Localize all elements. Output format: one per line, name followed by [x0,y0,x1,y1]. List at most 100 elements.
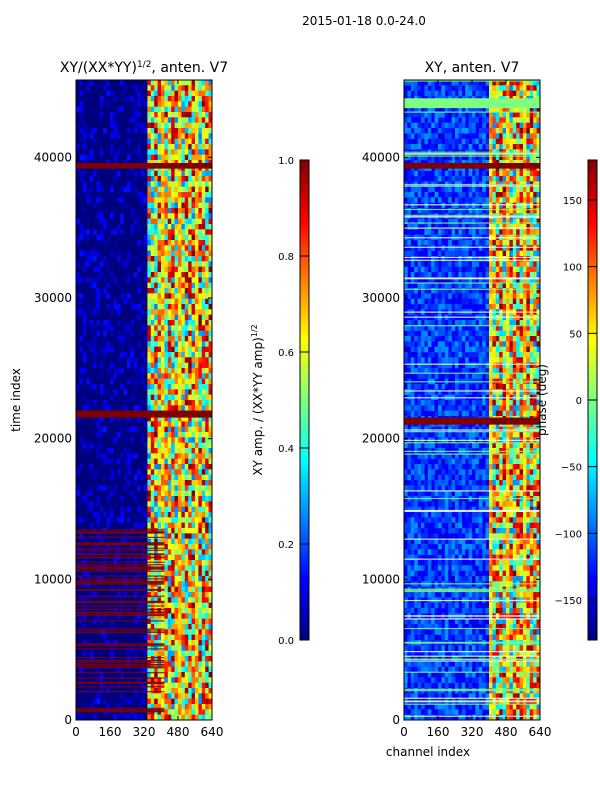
left-heatmap-cell [167,250,172,257]
left-heatmap-cell [110,698,114,705]
left-heatmap-cell [181,128,186,134]
right-heatmap-cell [489,208,493,214]
right-heatmap-cell [424,330,429,337]
left-heatmap-cell [167,480,172,486]
left-heatmap-cell [79,154,84,161]
left-heatmap-cell [99,672,104,678]
left-heatmap-cell [89,186,94,193]
left-heatmap-cell [191,666,196,673]
left-heatmap-cell [133,544,138,550]
right-heatmap-cell [492,346,497,353]
left-heatmap-cell [130,645,135,651]
left-heatmap-cell [161,442,165,449]
left-heatmap-cell [198,181,203,187]
left-heatmap-cell [157,176,162,182]
left-heatmap-streak [76,553,165,555]
right-heatmap-cell [461,261,466,267]
left-heatmap-streak [76,707,165,709]
right-heatmap-cell [438,186,442,193]
right-heatmap-cell [475,186,480,193]
right-heatmap-cell [502,224,507,230]
left-heatmap-cell [184,474,189,481]
left-heatmap-cell [164,240,169,246]
left-heatmap-cell [205,394,209,401]
left-heatmap-cell [184,554,189,561]
right-heatmap-cell [451,202,456,209]
left-heatmap-cell [198,261,203,267]
left-heatmap-cell [198,213,203,219]
left-heatmap-cell [154,186,158,193]
left-heatmap-cell [147,197,152,203]
right-heatmap-cell [458,341,463,347]
left-heatmap-cell [208,698,212,705]
right-heatmap-cell [489,282,493,289]
left-heatmap-cell [164,554,169,561]
left-heatmap-cell [191,154,196,161]
right-heatmap-cell [438,229,442,235]
right-heatmap-cell [431,90,435,97]
left-heatmap-cell [191,144,196,150]
left-heatmap-cell [161,341,165,347]
left-heatmap-cell [178,677,182,683]
right-heatmap-cell [417,272,422,278]
left-heatmap-cell [157,597,162,603]
right-heatmap-cell [461,112,466,118]
left-heatmap-cell [120,506,124,513]
right-heatmap-cell [519,85,524,91]
left-heatmap-cell [195,640,199,646]
right-heatmap-cell [431,202,435,209]
left-heatmap-cell [116,170,121,177]
left-heatmap-cell [208,282,212,289]
left-heatmap-cell [184,576,189,582]
left-heatmap-cell [96,234,101,241]
right-heatmap-cell [482,336,486,342]
left-heatmap-cell [157,570,162,577]
left-heatmap-streak [76,644,165,646]
right-heatmap-cell [533,160,537,166]
left-heatmap-cell [174,421,179,427]
left-heatmap-cell [171,464,175,470]
right-heatmap-cell [529,330,534,337]
left-heatmap-cell [164,442,169,449]
left-heatmap-cell [164,682,169,689]
left-heatmap-cell [76,714,80,720]
right-heatmap-cell [512,192,517,198]
right-heatmap-cell [492,229,497,235]
left-heatmap-cell [208,442,212,449]
left-heatmap-cell [181,272,186,278]
left-heatmap-cell [208,336,212,342]
left-heatmap-cell [127,186,131,193]
left-heatmap-cell [140,474,145,481]
right-heatmap-cell [438,138,442,145]
left-heatmap-cell [154,202,158,209]
right-heatmap-cell [434,266,439,273]
right-heatmap-cell [526,346,531,353]
left-heatmap-cell [178,160,182,166]
left-heatmap-cell [184,416,189,422]
right-heatmap-cell [512,160,517,166]
left-heatmap-cell [164,106,169,113]
left-heatmap-cell [154,533,158,539]
right-heatmap-cell [444,293,449,299]
right-heatmap-cell [427,112,432,118]
left-heatmap-cell [195,538,199,545]
left-heatmap-cell [154,640,158,646]
left-heatmap-cell [191,688,196,694]
right-heatmap-cell [489,192,493,198]
right-heatmap-cell [529,208,534,214]
right-heatmap-cell [427,208,432,214]
right-heatmap-cell [509,138,514,145]
left-heatmap-cell [184,682,189,689]
left-heatmap-cell [181,522,186,529]
right-heatmap-cell [441,117,446,123]
left-heatmap-cell [99,442,104,449]
left-heatmap-cell [99,485,104,491]
left-heatmap-cell [161,122,165,129]
left-heatmap-cell [208,373,212,379]
left-heatmap-cell [82,704,87,710]
left-heatmap-cell [188,490,192,497]
left-heatmap-cell [110,117,114,123]
left-heatmap-cell [164,96,169,102]
right-heatmap-cell [526,197,531,203]
left-heatmap-cell [147,421,152,427]
